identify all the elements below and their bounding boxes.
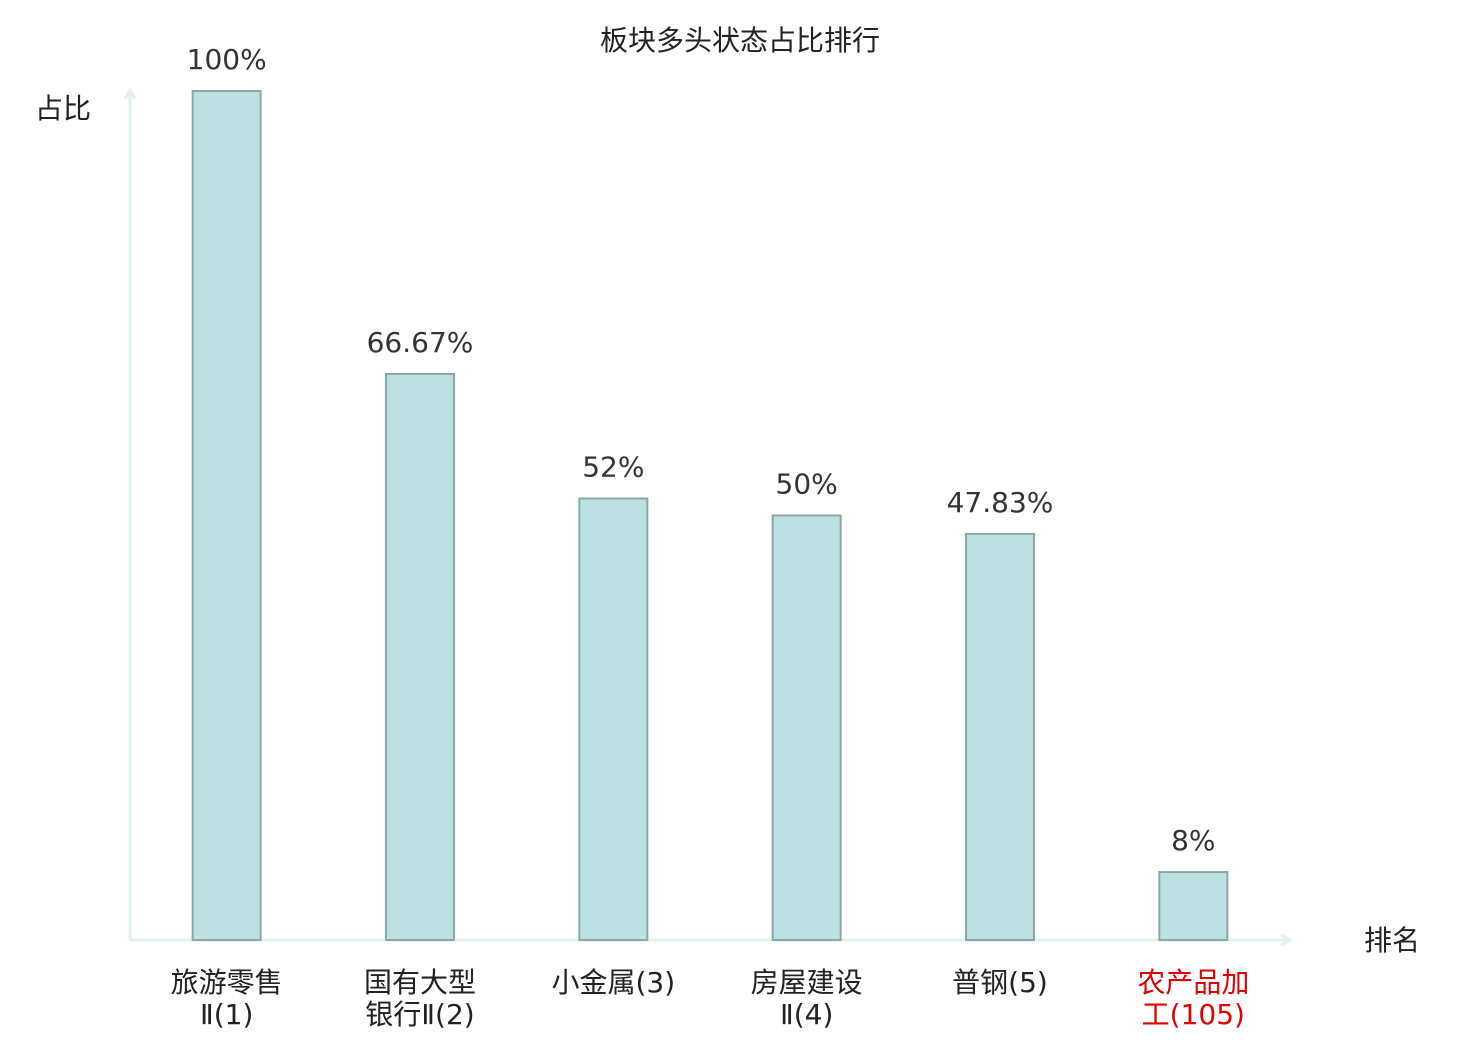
x-tick-label: 旅游零售 (171, 966, 283, 999)
value-label: 47.83% (947, 486, 1054, 519)
y-axis-label: 占比 (35, 92, 91, 125)
x-tick-label: 普钢(5) (952, 966, 1048, 999)
value-label: 8% (1171, 824, 1215, 857)
value-label: 52% (582, 451, 644, 484)
x-tick-label: 农产品加 (1137, 966, 1249, 999)
bar (771, 514, 842, 941)
bar (578, 497, 649, 941)
x-tick-label: Ⅱ(1) (200, 998, 253, 1031)
bar (1158, 871, 1229, 942)
bar (191, 90, 262, 941)
value-label: 66.67% (367, 326, 474, 359)
x-tick-label: 工(105) (1142, 998, 1245, 1031)
x-axis-label: 排名 (1364, 924, 1420, 957)
chart-title: 板块多头状态占比排行 (600, 24, 880, 57)
x-tick-label: 房屋建设 (751, 966, 863, 999)
value-label: 50% (776, 468, 838, 501)
x-tick-label: Ⅱ(4) (780, 998, 833, 1031)
bar (965, 532, 1035, 941)
x-tick-label: 国有大型 (364, 966, 476, 999)
x-tick-label: 银行Ⅱ(2) (365, 998, 474, 1031)
value-label: 100% (187, 43, 267, 76)
bar (385, 372, 455, 942)
x-tick-label: 小金属(3) (551, 966, 675, 999)
